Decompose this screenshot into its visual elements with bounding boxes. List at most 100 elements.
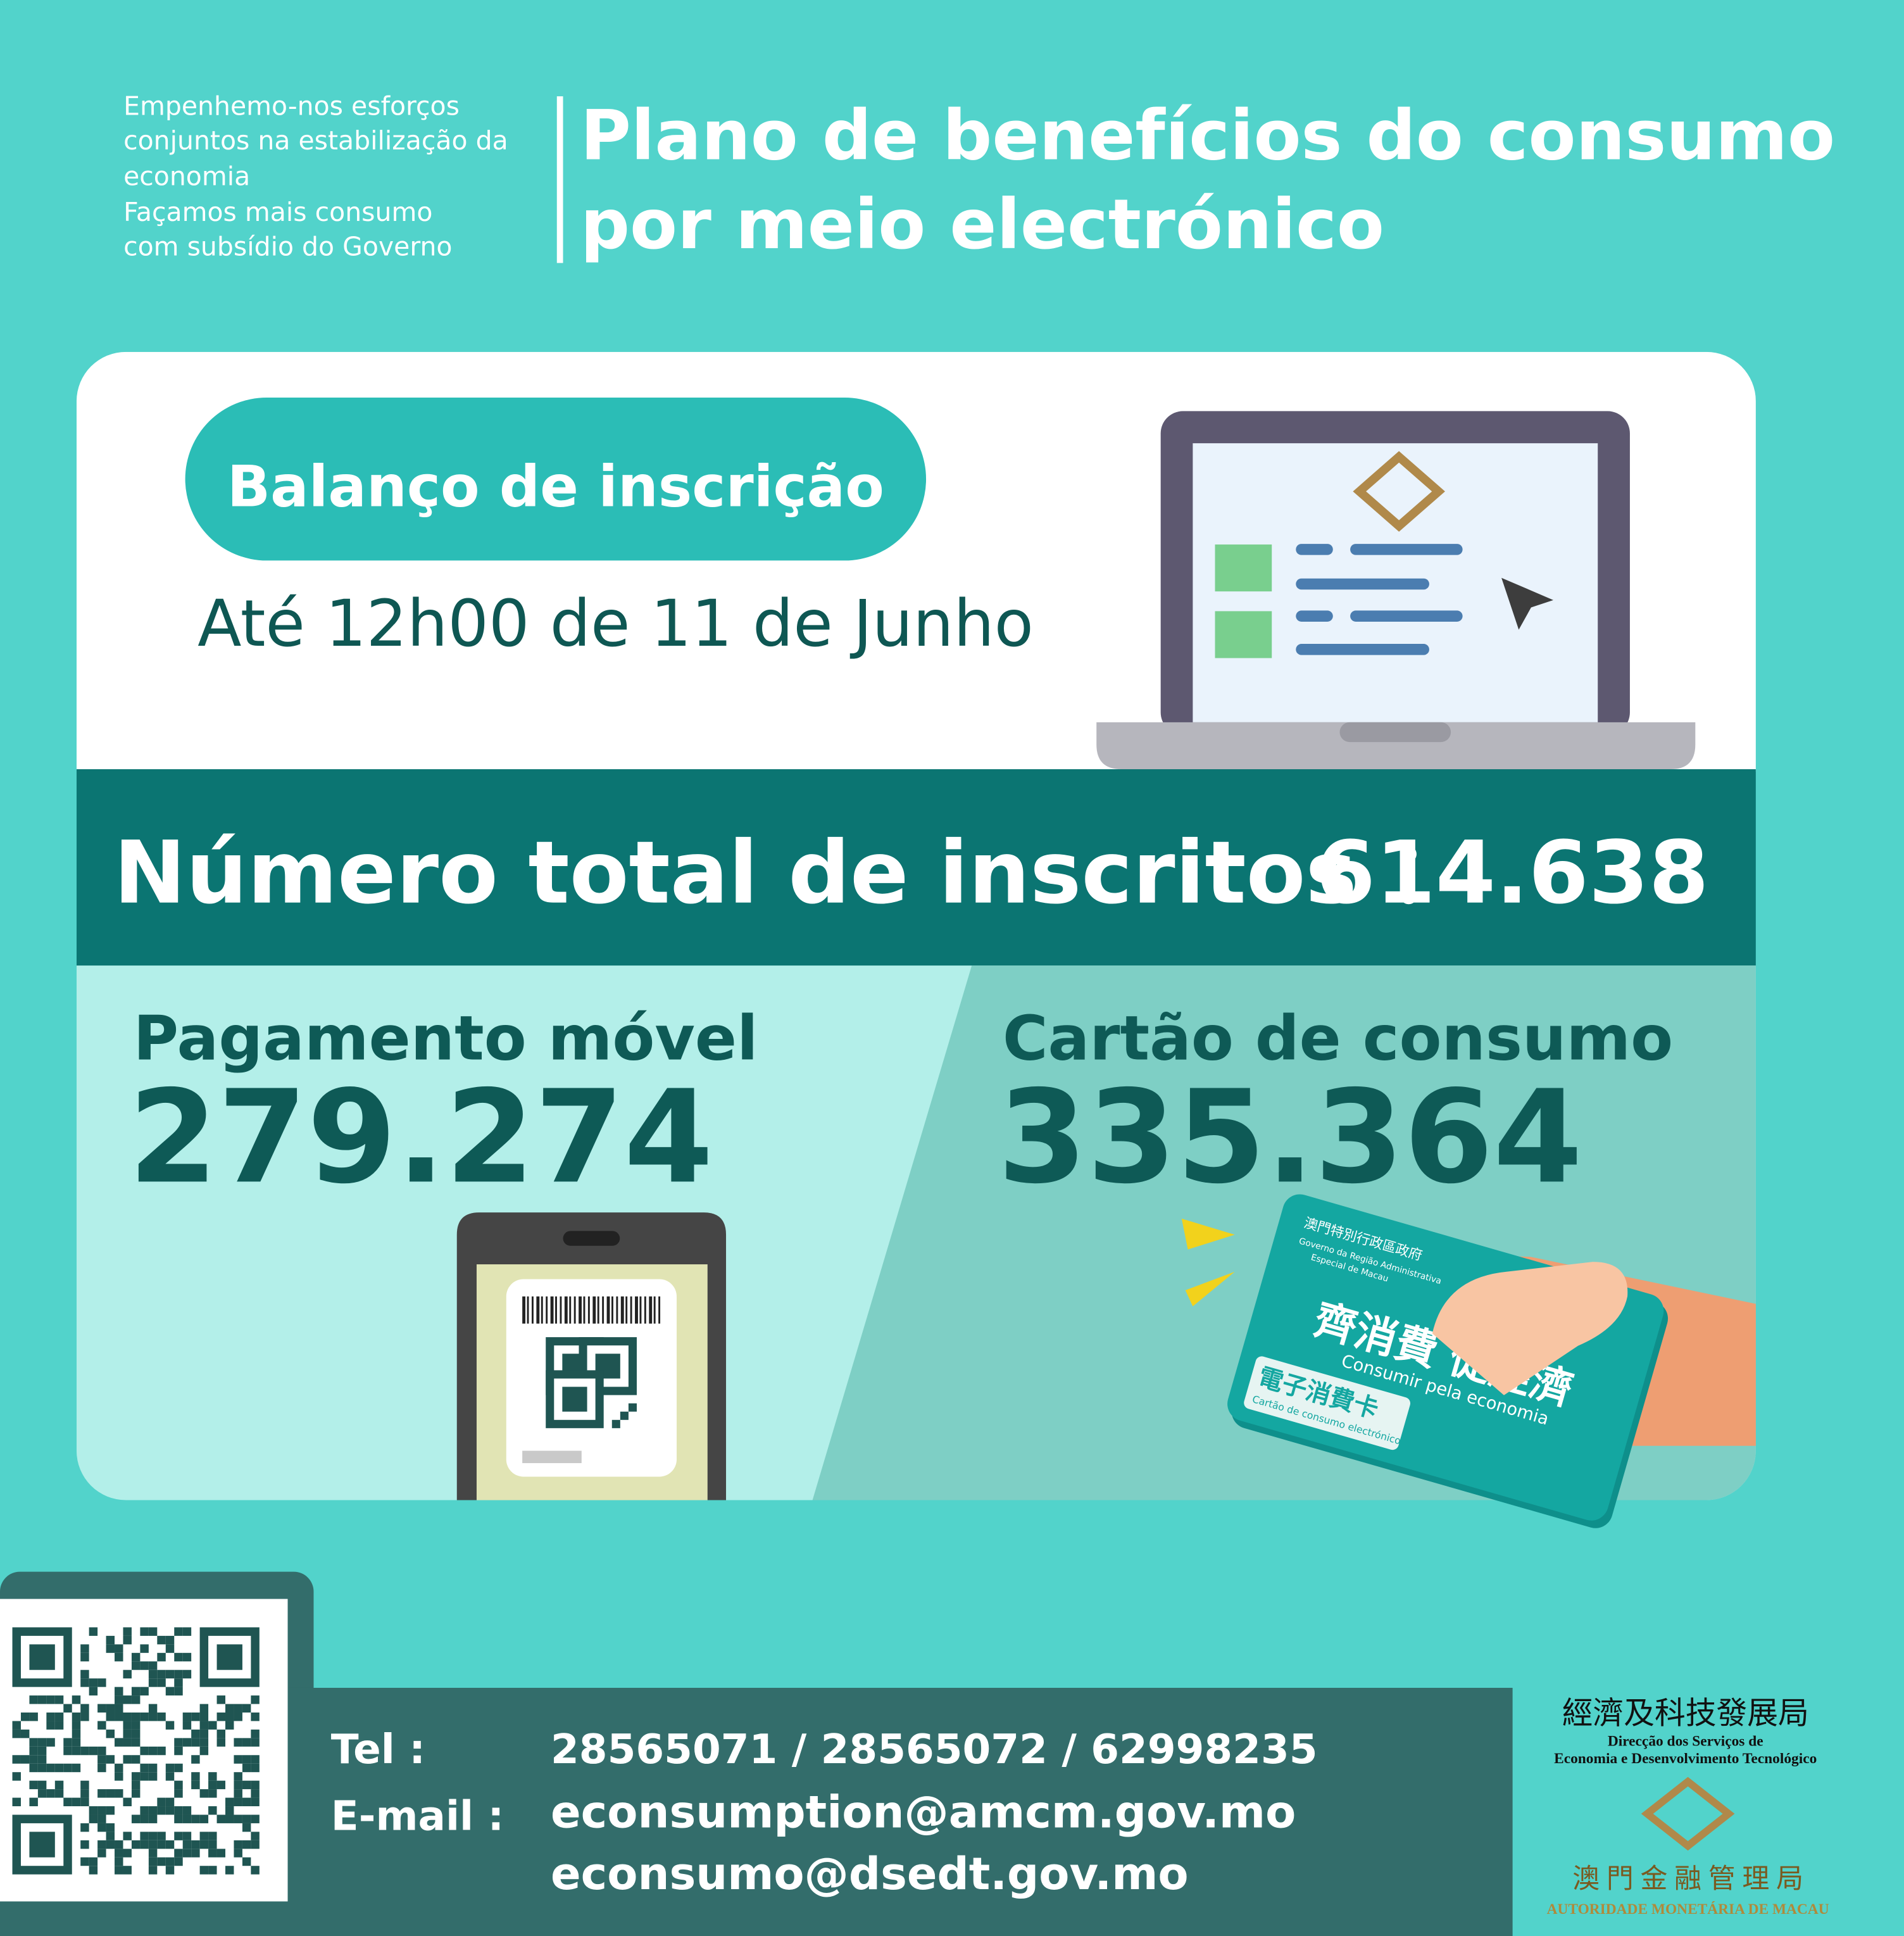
qr-module	[644, 1296, 646, 1324]
qr-module	[97, 1823, 106, 1832]
qr-module	[12, 1729, 21, 1738]
qr-module	[182, 1814, 192, 1823]
qr-module	[148, 1713, 158, 1721]
qr-module	[37, 1789, 47, 1798]
qr-module	[106, 1832, 115, 1840]
qr-module	[54, 1780, 64, 1790]
qr-module	[216, 1729, 226, 1738]
qr-module	[63, 1704, 72, 1713]
amcm-zh: 澳 門 金 融 管 理 局	[1572, 1864, 1803, 1894]
qr-module	[174, 1832, 183, 1840]
qr-module	[234, 1772, 242, 1781]
qr-module	[106, 1644, 115, 1653]
qr-module	[208, 1832, 217, 1840]
qr-module	[191, 1772, 200, 1781]
qr-module	[199, 1746, 209, 1756]
qr-module	[242, 1755, 251, 1764]
qr-module	[531, 1296, 534, 1324]
qr-module	[251, 1763, 260, 1773]
qr-module	[216, 1780, 226, 1790]
qr-module	[174, 1789, 183, 1798]
qr-module	[560, 1296, 562, 1324]
email-label: E-mail :	[331, 1792, 504, 1840]
qr-module	[46, 1721, 55, 1730]
qr-module	[123, 1695, 132, 1704]
qr-module	[234, 1738, 242, 1747]
qr-module	[536, 1296, 540, 1324]
qr-module	[191, 1729, 200, 1738]
qr-module	[80, 1644, 89, 1653]
qr-module	[157, 1857, 166, 1866]
qr-module	[131, 1721, 141, 1730]
qr-module	[208, 1806, 217, 1815]
qr-module	[251, 1695, 260, 1704]
qr-module	[80, 1857, 89, 1866]
qr-module	[157, 1832, 166, 1840]
qr-module	[242, 1797, 251, 1807]
qr-module	[165, 1669, 175, 1679]
qr-code	[12, 1627, 260, 1875]
qr-module	[174, 1678, 183, 1687]
qr-module	[97, 1704, 106, 1713]
qr-module	[174, 1763, 183, 1773]
qr-module	[611, 1419, 620, 1428]
qr-module	[208, 1789, 217, 1798]
qr-module	[97, 1755, 106, 1764]
qr-module	[148, 1832, 158, 1840]
qr-module	[251, 1755, 260, 1764]
qr-module	[29, 1644, 55, 1670]
qr-module	[191, 1738, 200, 1747]
qr-module	[115, 1713, 123, 1721]
qr-module	[234, 1755, 242, 1764]
qr-module	[165, 1721, 175, 1730]
total-label: Número total de inscritos ：	[113, 823, 1473, 924]
qr-module	[182, 1669, 192, 1679]
qr-module	[157, 1746, 166, 1756]
qr-module	[115, 1840, 123, 1849]
qr-module	[148, 1840, 158, 1849]
qr-module	[597, 1296, 599, 1324]
qr-module	[242, 1814, 251, 1823]
qr-module	[182, 1627, 192, 1636]
qr-module	[123, 1755, 132, 1764]
qr-module	[225, 1721, 234, 1730]
qr-module	[63, 1738, 72, 1747]
qr-module	[157, 1635, 166, 1645]
qr-module	[174, 1738, 183, 1747]
qr-module	[251, 1797, 260, 1807]
qr-module	[251, 1840, 260, 1849]
qr-module	[46, 1713, 55, 1721]
qr-module	[12, 1755, 21, 1764]
qr-module	[653, 1296, 656, 1324]
qr-module	[225, 1797, 234, 1807]
qr-module	[140, 1763, 149, 1773]
qr-module	[242, 1763, 251, 1773]
qr-module	[37, 1763, 47, 1773]
qr-module	[140, 1661, 149, 1670]
qr-module	[80, 1746, 89, 1756]
qr-module	[174, 1814, 183, 1823]
total-band	[76, 769, 1756, 967]
qr-module	[225, 1866, 234, 1875]
qr-module	[131, 1772, 141, 1781]
qr-module	[157, 1652, 166, 1662]
qr-module	[12, 1721, 21, 1730]
qr-module	[106, 1704, 115, 1713]
qr-module	[242, 1704, 251, 1713]
qr-module	[242, 1738, 251, 1747]
tagline: Empenhemo-nos esforços conjuntos na esta…	[123, 91, 508, 261]
qr-module	[527, 1296, 529, 1324]
qr-module	[216, 1738, 226, 1747]
qr-module	[148, 1678, 158, 1687]
qr-module	[115, 1763, 123, 1773]
qr-module	[174, 1652, 183, 1662]
qr-module	[216, 1713, 226, 1721]
qr-module	[191, 1755, 200, 1764]
qr-module	[165, 1763, 175, 1773]
qr-module	[174, 1857, 183, 1866]
qr-module	[199, 1840, 209, 1849]
qr-module	[97, 1814, 106, 1823]
qr-module	[191, 1713, 200, 1721]
qr-module	[165, 1797, 175, 1807]
